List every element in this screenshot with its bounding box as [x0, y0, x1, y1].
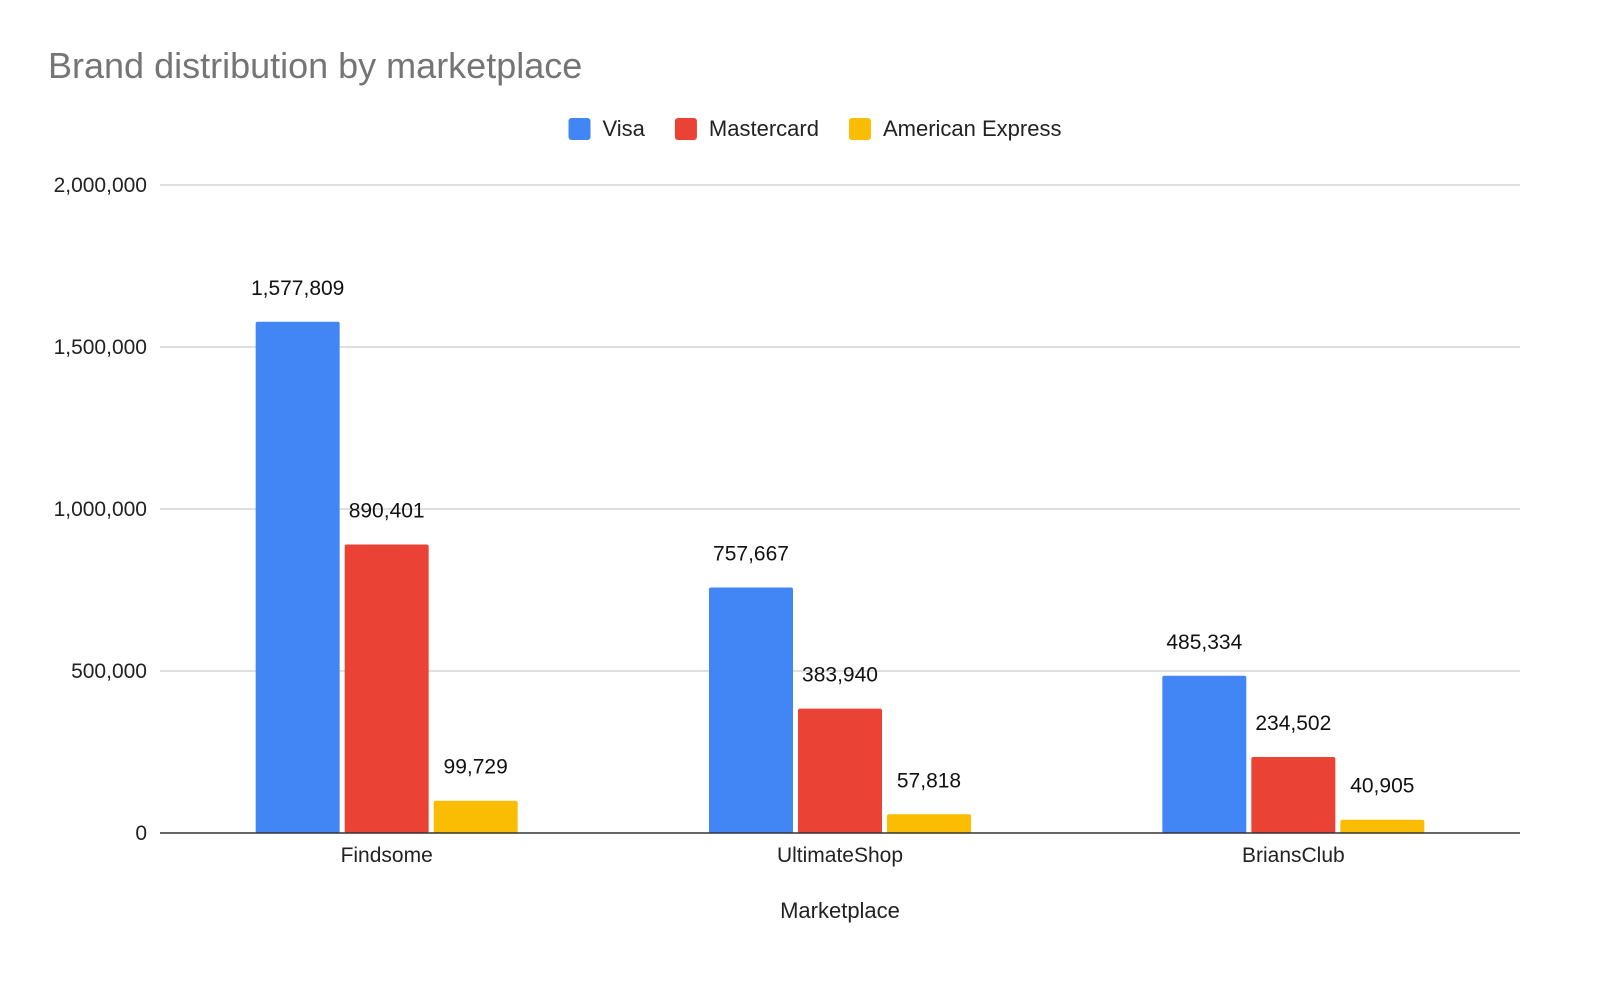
data-label: 890,401 — [349, 500, 425, 523]
bar-american-express-ultimateshop — [887, 814, 971, 833]
data-label: 99,729 — [444, 756, 508, 779]
gridlines — [160, 184, 1520, 672]
y-axis-tick-labels: 0 500,000 1,000,000 1,500,000 2,000,000 — [54, 174, 147, 845]
bar-mastercard-findsome — [344, 544, 429, 833]
legend-item[interactable]: Visa — [568, 116, 646, 141]
x-tick-label: Findsome — [341, 844, 433, 867]
bar-mastercard-briansclub — [1251, 757, 1336, 833]
x-axis-tick-labels: Findsome UltimateShop BriansClub — [341, 844, 1345, 867]
bar-mastercard-ultimateshop — [798, 708, 882, 833]
legend-swatch — [674, 118, 697, 140]
bar-visa-findsome — [255, 321, 340, 833]
legend-item[interactable]: Mastercard — [674, 116, 819, 141]
data-label: 234,502 — [1255, 712, 1331, 735]
x-tick-label: UltimateShop — [777, 844, 903, 867]
legend-label: Mastercard — [709, 116, 819, 141]
data-label: 383,940 — [802, 664, 878, 687]
data-label: 40,905 — [1350, 775, 1414, 798]
bar-american-express-briansclub — [1340, 819, 1425, 833]
x-tick-label: BriansClub — [1242, 844, 1345, 867]
data-label: 57,818 — [897, 769, 961, 792]
data-label: 1,577,809 — [251, 277, 344, 300]
data-label: 485,334 — [1166, 631, 1242, 654]
bar-visa-briansclub — [1162, 675, 1247, 833]
y-tick-label: 1,000,000 — [54, 498, 147, 521]
x-axis-title: Marketplace — [780, 898, 900, 923]
y-tick-label: 0 — [135, 822, 147, 845]
y-tick-label: 1,500,000 — [54, 336, 147, 359]
y-tick-label: 500,000 — [71, 660, 147, 683]
chart-title: Brand distribution by marketplace — [48, 45, 582, 86]
bars-group — [255, 321, 1425, 833]
bar-visa-ultimateshop — [709, 587, 793, 833]
bar-american-express-findsome — [433, 800, 518, 833]
legend-label: Visa — [603, 116, 646, 141]
data-labels-group: 1,577,809 890,401 99,729 757,667 383,940 57,8… — [251, 277, 1415, 798]
legend-item[interactable]: American Express — [848, 116, 1062, 141]
data-label: 757,667 — [713, 543, 789, 566]
legend: Visa Mastercard American Express — [568, 116, 1062, 141]
legend-swatch — [568, 118, 591, 140]
y-tick-label: 2,000,000 — [54, 174, 147, 197]
legend-swatch — [848, 118, 871, 140]
legend-label: American Express — [883, 116, 1062, 141]
